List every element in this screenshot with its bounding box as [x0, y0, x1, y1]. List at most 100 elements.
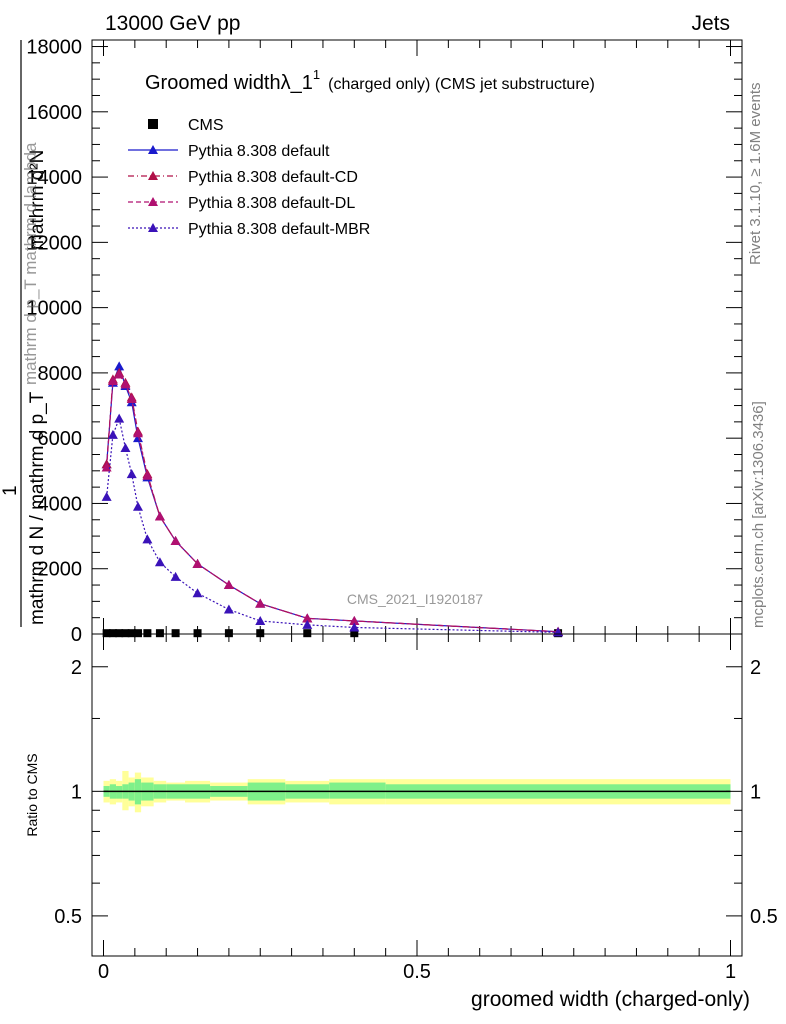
series-line: [106, 364, 559, 633]
data-point: [108, 629, 117, 638]
ratio-y-tick-label-right: 1: [750, 781, 761, 803]
legend-label: Pythia 8.308 default-DL: [188, 195, 355, 212]
data-point: [120, 442, 131, 452]
legend: CMS Pythia 8.308 default Pythia 8.308 defa…: [128, 117, 370, 238]
data-point: [350, 629, 359, 638]
x-tick-label: 0: [98, 961, 109, 983]
header-left: 13000 GeV pp: [105, 12, 240, 35]
legend-marker: [148, 223, 158, 232]
ratio-y-tick-label: 1: [71, 781, 82, 803]
ylabel-denominator: mathrm d N / mathrm d p_T: [27, 391, 48, 625]
legend-marker: [148, 197, 158, 206]
data-point: [223, 580, 234, 590]
series-layer: [101, 361, 564, 638]
legend-label: Pythia 8.308 default-CD: [188, 169, 358, 186]
data-point: [126, 394, 137, 404]
series-pythia-8-308-default: [101, 361, 564, 636]
x-tick-label: 0.5: [403, 961, 431, 983]
main-y-tick-label: 8000: [38, 363, 83, 385]
data-point: [142, 470, 153, 480]
data-point: [142, 534, 153, 544]
data-point: [114, 413, 125, 423]
series-line: [106, 371, 559, 633]
series-cms: [102, 629, 563, 638]
legend-label: CMS: [188, 117, 224, 134]
ratio-y-tick-label: 2: [71, 657, 82, 679]
legend-entry: Pythia 8.308 default-CD: [128, 169, 358, 186]
data-point: [192, 588, 203, 598]
data-point: [114, 369, 125, 379]
data-point: [256, 629, 265, 638]
main-title: Groomed widthλ_11(charged only) (CMS jet…: [145, 67, 595, 94]
legend-marker: [148, 171, 158, 180]
data-point: [349, 622, 360, 632]
data-point: [193, 629, 202, 638]
analysis-watermark: CMS_2021_I1920187: [347, 591, 483, 607]
data-point: [133, 629, 142, 638]
legend-entry: Pythia 8.308 default: [128, 143, 330, 160]
data-point: [155, 629, 164, 638]
data-point: [132, 428, 143, 438]
data-point: [303, 629, 312, 638]
data-point: [255, 598, 266, 608]
data-point: [132, 501, 143, 511]
data-point: [114, 361, 125, 371]
ratio-y-label: Ratio to CMS: [24, 753, 40, 836]
series-line: [106, 416, 559, 633]
ratio-band-inner: [116, 786, 123, 799]
ratio-y-ticks: 0.5 0.5 1 1 2 2: [54, 657, 778, 928]
main-y-label: mathrm d²N mathrm d p_T mathrm d lambda …: [0, 40, 48, 627]
ratio-y-tick-label-right: 2: [750, 657, 761, 679]
x-axis-label: groomed width (charged-only): [471, 988, 750, 1011]
main-y-ticks: 0 2000 4000 6000 8000 10000 12000 14000 16000 180…: [26, 37, 742, 646]
main-y-tick-label: 6000: [38, 428, 83, 450]
legend-label: Pythia 8.308 default: [188, 143, 330, 160]
ratio-y-tick-label-right: 0.5: [750, 906, 778, 928]
data-point: [107, 376, 118, 386]
main-y-tick-label: 0: [71, 624, 82, 646]
data-point: [102, 629, 111, 638]
main-y-tick-label: 14000: [26, 167, 82, 189]
series-pythia-8-308-default-dl: [101, 369, 564, 636]
data-point: [115, 629, 124, 638]
data-point: [170, 535, 181, 545]
data-point: [255, 615, 266, 625]
data-point: [101, 491, 112, 501]
data-point: [143, 629, 152, 638]
ylabel-prefactor: 1: [0, 485, 21, 496]
x-tick-label: 1: [725, 961, 736, 983]
series-pythia-8-308-default-mbr: [101, 413, 564, 637]
legend-label: Pythia 8.308 default-MBR: [188, 221, 370, 238]
main-y-tick-label: 18000: [26, 37, 82, 59]
main-y-tick-label: 4000: [38, 493, 83, 515]
data-point: [349, 615, 360, 625]
data-point: [121, 629, 130, 638]
rivet-label: Rivet 3.1.10, ≥ 1.6M events: [747, 83, 764, 266]
header-right: Jets: [691, 12, 730, 35]
ratio-panel: 0.5 0.5 1 1 2 2 0 0.5 1 Ratio to CMS groomed wi…: [24, 633, 778, 1011]
data-point: [120, 379, 131, 389]
legend-marker: [148, 145, 158, 154]
ylabel-numerator-2: mathrm d p_T mathrm d lambda: [21, 142, 40, 385]
main-y-tick-label: 10000: [26, 298, 82, 320]
main-y-tick-label: 12000: [26, 232, 82, 254]
main-panel: 0 2000 4000 6000 8000 10000 12000 14000 16000 180…: [0, 37, 743, 646]
data-point: [154, 557, 165, 567]
series-line: [106, 373, 559, 633]
legend-entry: CMS: [148, 117, 224, 134]
data-point: [132, 433, 143, 443]
data-point: [223, 604, 234, 614]
data-point: [302, 613, 313, 623]
legend-entry: Pythia 8.308 default-DL: [128, 195, 355, 212]
data-point: [127, 629, 136, 638]
data-point: [302, 619, 313, 629]
ylabel-numerator: mathrm d²N: [27, 150, 48, 250]
data-point: [154, 511, 165, 521]
mcplots-label: mcplots.cern.ch [arXiv:1306.3436]: [750, 401, 767, 628]
data-point: [101, 462, 112, 472]
data-point: [224, 629, 233, 638]
data-point: [192, 558, 203, 568]
data-point: [170, 571, 181, 581]
ratio-x-ticks: 0 0.5 1: [98, 634, 736, 983]
